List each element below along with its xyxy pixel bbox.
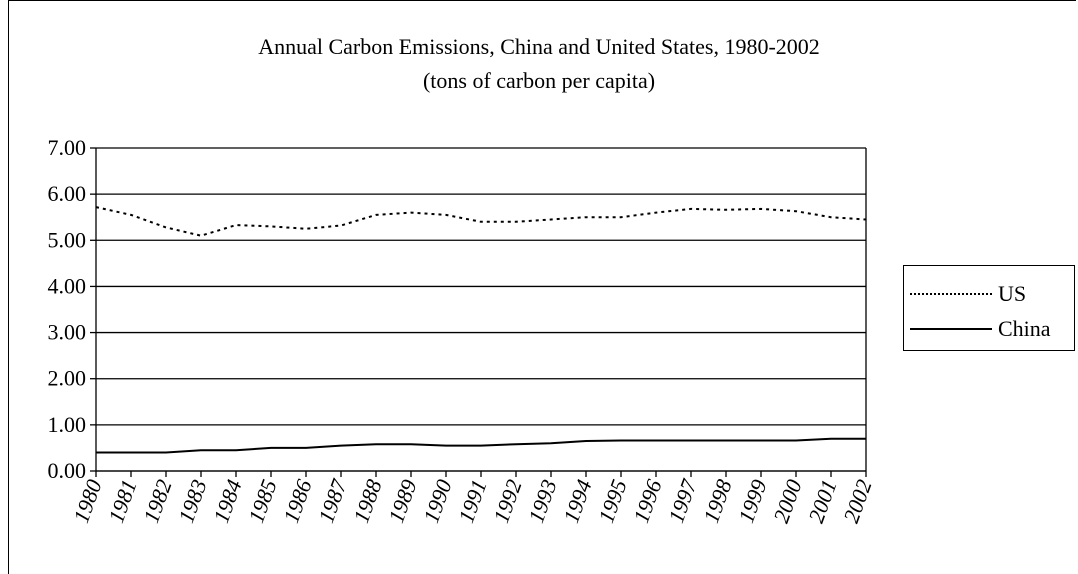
y-tick-label: 5.00 [48, 227, 87, 252]
x-tick-label: 1984 [208, 476, 247, 526]
x-tick-label: 1991 [453, 476, 492, 526]
y-tick-label: 0.00 [48, 458, 87, 483]
legend-item-china: China [910, 314, 1051, 344]
x-tick-label: 1981 [103, 476, 142, 526]
x-tick-label: 1997 [663, 475, 702, 526]
x-tick-label: 1993 [523, 476, 562, 526]
x-tick-label: 1988 [348, 476, 387, 526]
x-tick-label: 1985 [243, 476, 282, 526]
x-tick-label: 1980 [68, 476, 107, 526]
x-tick-label: 1990 [418, 476, 457, 526]
legend-swatch-china [910, 328, 992, 330]
x-tick-label: 1983 [173, 476, 212, 526]
legend: US China [903, 265, 1075, 351]
x-tick-label: 2001 [803, 476, 842, 526]
series-line-us [95, 206, 867, 237]
x-tick-label: 1986 [278, 476, 317, 526]
legend-label-us: US [998, 281, 1027, 306]
x-tick-label: 1992 [488, 476, 527, 526]
chart-title: Annual Carbon Emissions, China and Unite… [258, 34, 820, 59]
chart-subtitle: (tons of carbon per capita) [422, 68, 656, 93]
x-tick-label: 1994 [558, 476, 597, 526]
series-line-china [96, 437, 866, 454]
y-tick-label: 1.00 [48, 412, 87, 437]
legend-swatch-us [910, 293, 992, 295]
y-tick-label: 7.00 [48, 135, 87, 160]
x-tick-label: 1998 [698, 476, 737, 526]
x-tick-label: 1995 [593, 476, 632, 526]
x-tick-label: 2000 [768, 476, 807, 526]
x-tick-label: 1999 [733, 476, 772, 526]
x-tick-label: 1982 [138, 476, 177, 526]
y-tick-label: 2.00 [48, 366, 87, 391]
x-tick-label: 1987 [313, 475, 352, 526]
x-tick-label: 1996 [628, 476, 667, 526]
y-tick-label: 3.00 [48, 320, 87, 345]
legend-item-us: US [910, 279, 1026, 309]
x-tick-label: 2002 [838, 476, 877, 526]
y-tick-label: 6.00 [48, 181, 87, 206]
y-tick-label: 4.00 [48, 273, 87, 298]
legend-label-china: China [998, 316, 1051, 341]
chart-title-block: Annual Carbon Emissions, China and Unite… [0, 30, 1078, 98]
x-tick-label: 1989 [383, 476, 422, 526]
